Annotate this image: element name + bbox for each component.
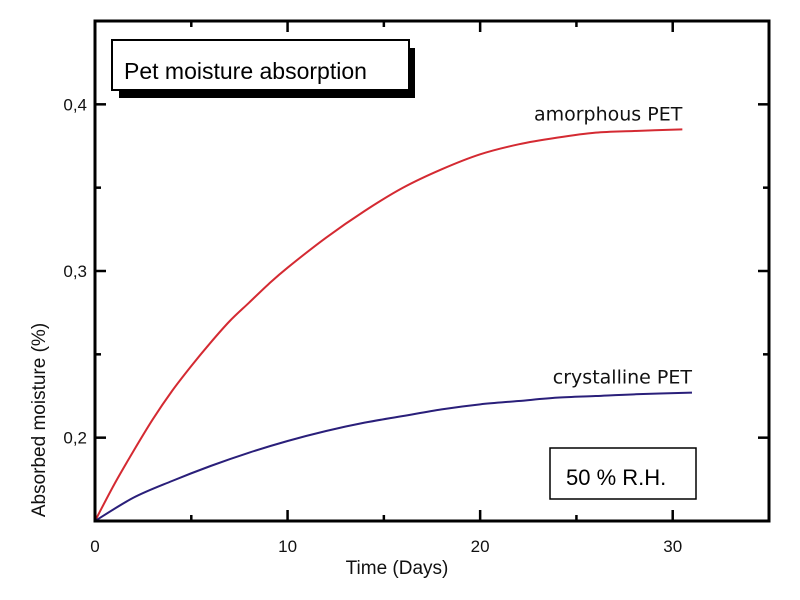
series-label-amorphous-pet: amorphous PET — [534, 103, 683, 125]
x-axis-title: Time (Days) — [346, 558, 449, 579]
annotation-box: 50 % R.H. — [549, 447, 697, 500]
x-tick-label: 0 — [90, 537, 99, 556]
series-line-crystalline-pet — [94, 391, 692, 522]
y-tick-label: 0,4 — [63, 95, 87, 114]
x-tick-label: 10 — [278, 537, 297, 556]
labels: 0 10 20 30 0,2 0,3 0,4 amorphous PET crystalline… — [63, 95, 692, 556]
series-layer — [94, 128, 692, 522]
y-tick-label: 0,2 — [63, 429, 87, 448]
series-line-amorphous-pet — [94, 128, 683, 522]
annotation-text: 50 % R.H. — [566, 465, 666, 490]
y-axis-title: Absorbed moisture (%) — [29, 323, 50, 517]
chart-title: Pet moisture absorption — [124, 58, 367, 84]
title-box-frame — [111, 39, 410, 91]
title-box: Pet moisture absorption — [111, 39, 415, 98]
plot-frame — [93, 19, 771, 523]
x-tick-label: 30 — [663, 537, 682, 556]
y-tick-label: 0,3 — [63, 262, 87, 281]
series-label-crystalline-pet: crystalline PET — [553, 367, 693, 389]
x-tick-label: 20 — [471, 537, 490, 556]
annotation-box-frame — [549, 447, 697, 500]
